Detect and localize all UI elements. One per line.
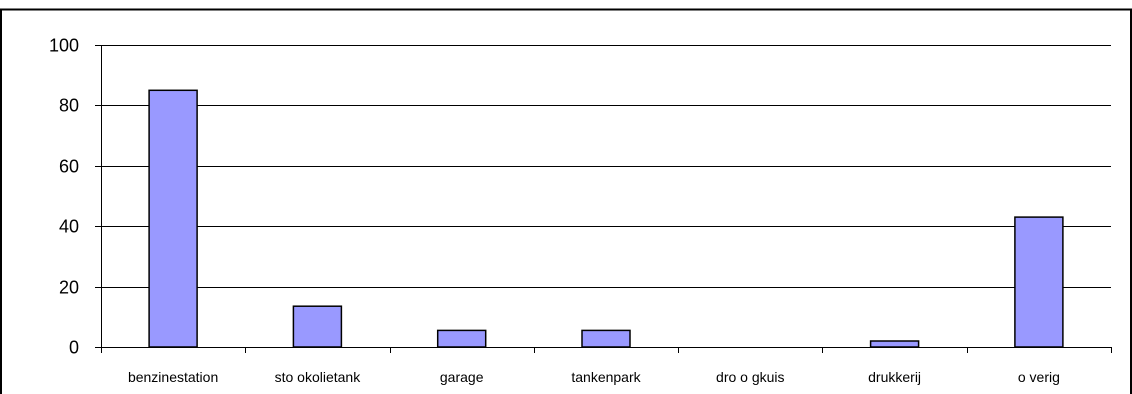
- x-tick-label-drukkerij: drukkerij: [868, 369, 921, 385]
- bar-benzinestation: [148, 89, 198, 348]
- y-tick-label: 80: [59, 96, 79, 116]
- x-tick-label-droogkuis: dro o gkuis: [716, 369, 784, 385]
- bars: [148, 89, 1064, 348]
- y-tick-label: 20: [59, 278, 79, 298]
- bar-tankenpark: [581, 329, 631, 348]
- gridlines: [101, 45, 1111, 288]
- y-tick-label: 0: [69, 338, 79, 358]
- y-tick-label: 100: [49, 36, 79, 56]
- x-tick-label-benzinestation: benzinestation: [128, 369, 218, 385]
- y-tick-labels: 0 20 40 60 80 100: [49, 36, 79, 358]
- x-tick-label-stookolietank: sto okolietank: [275, 369, 362, 385]
- bar-drukkerij: [869, 340, 920, 348]
- x-tick-labels: benzinestation sto okolietank garage tanken…: [128, 369, 1060, 385]
- bar-stookolietank: [292, 305, 343, 348]
- x-tick-label-tankenpark: tankenpark: [571, 369, 641, 385]
- y-tick-marks: [95, 45, 101, 348]
- x-tick-label-garage: garage: [440, 369, 484, 385]
- x-tick-label-overig: o verig: [1018, 369, 1060, 385]
- x-tick-marks: [101, 347, 1112, 353]
- bar-garage: [436, 329, 487, 348]
- y-tick-label: 40: [59, 217, 79, 237]
- y-tick-label: 60: [59, 157, 79, 177]
- bar-overig: [1014, 216, 1064, 348]
